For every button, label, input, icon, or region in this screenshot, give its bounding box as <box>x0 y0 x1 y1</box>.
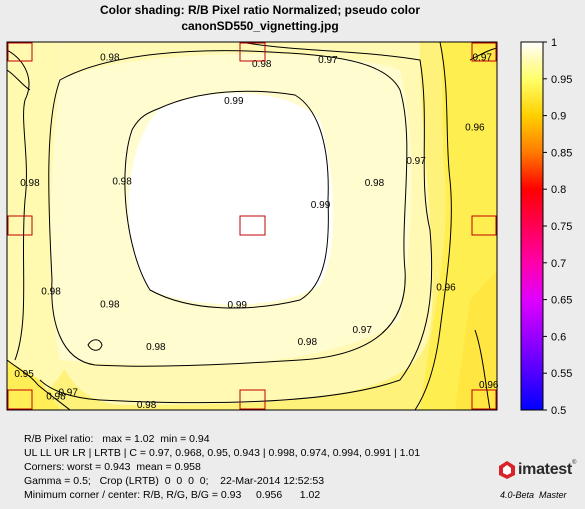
contour-095-corner <box>7 359 71 410</box>
chart-area: 0.980.98 0.97 0.970.990.980.980.990.980.97… <box>6 37 572 417</box>
chart-title: Color shading: R/B Pixel ratio Normalize… <box>99 3 421 17</box>
roi-lr <box>471 389 497 410</box>
contour-lines <box>7 42 497 410</box>
contour-098-corner <box>7 49 30 361</box>
contour-bump <box>87 339 103 351</box>
info-line-gamma-crop: Gamma = 0.5; Crop (LRTB) 0 0 0 0; 22-Mar… <box>24 475 325 487</box>
contour-label: 0.98 <box>146 342 166 353</box>
contour-label: 0.98 <box>20 178 40 189</box>
imatest-logo: imatest ® <box>498 460 578 482</box>
colorbar-tick-label: 0.95 <box>551 74 572 86</box>
contour-label: 0.95 <box>14 369 34 380</box>
contour-label: 0.98 <box>365 178 385 189</box>
info-line-min-corner: Minimum corner / center: R/B, R/G, B/G =… <box>24 489 321 501</box>
contour-label: 0.97 <box>352 325 372 336</box>
info-line-regions: UL LL UR LR | LRTB | C = 0.97, 0.968, 0.… <box>24 447 421 459</box>
colorbar-tick-label: 0.85 <box>551 147 572 159</box>
contour-label: 0.97 <box>58 388 78 399</box>
colorbar-tick-label: 0.7 <box>551 258 566 270</box>
logo-trademark: ® <box>572 460 577 466</box>
contour-corner-ul <box>7 69 31 91</box>
roi-ul <box>7 42 33 62</box>
contour-label: 0.99 <box>311 200 331 211</box>
contour-label: 0.96 <box>436 283 456 294</box>
roi-l <box>7 215 33 236</box>
plot-border <box>6 41 498 411</box>
colorbar-tick-label: 0.5 <box>551 405 566 417</box>
colorbar-ticks: 1 0.95 0.9 0.85 0.8 0.75 0.7 0.65 0.6 0.55 0.5 <box>543 37 572 417</box>
contour-label: 0.98 <box>46 391 66 402</box>
contour-097 <box>39 42 433 404</box>
contour-label: 0.98 <box>100 53 120 64</box>
chart-subtitle: canonSD550_vignetting.jpg <box>181 19 339 33</box>
colorbar-tick-label: 0.75 <box>551 221 572 233</box>
colorbar-tick-label: 0.55 <box>551 368 572 380</box>
contour-096-b <box>474 329 491 410</box>
contour-label: 0.98 <box>137 400 157 411</box>
info-line-pixel-ratio: R/B Pixel ratio: max = 1.02 min = 0.94 <box>24 433 210 445</box>
colorbar-tick-label: 0.8 <box>551 184 566 196</box>
roi-b <box>239 389 266 410</box>
contour-label: 0.97 <box>406 156 426 167</box>
roi-ll <box>7 389 33 410</box>
contour-label: 0.98 <box>298 337 318 348</box>
contour-labels: 0.980.98 0.97 0.970.990.980.980.990.980.97… <box>14 53 499 411</box>
contour-label: 0.97 <box>318 55 338 66</box>
roi-ur <box>471 42 497 62</box>
contour-label: 0.99 <box>228 300 248 311</box>
contour-label: 0.98 <box>41 286 61 297</box>
contour-label: 0.99 <box>224 96 244 107</box>
roi-c <box>239 215 266 236</box>
roi-r <box>471 215 497 236</box>
roi-t <box>239 42 266 62</box>
colorbar <box>520 41 544 411</box>
colorbar-tick-label: 0.9 <box>551 111 566 123</box>
info-panel: R/B Pixel ratio: max = 1.02 min = 0.94 U… <box>24 432 420 502</box>
imatest-logo-icon <box>499 461 515 479</box>
contour-label: 0.98 <box>100 299 120 310</box>
colorbar-tick-label: 1 <box>551 37 557 49</box>
logo-text: imatest <box>518 461 572 478</box>
contour-label: 0.96 <box>465 123 485 134</box>
contour-label: 0.96 <box>479 380 499 391</box>
contour-098 <box>48 50 408 367</box>
colorbar-tick-label: 0.65 <box>551 295 572 307</box>
contour-099 <box>124 90 329 309</box>
contour-096 <box>414 42 452 410</box>
contour-label: 0.97 <box>473 53 493 64</box>
info-line-corners: Corners: worst = 0.943 mean = 0.958 <box>24 461 201 473</box>
roi-boxes <box>7 42 497 410</box>
colorbar-tick-label: 0.6 <box>551 331 566 343</box>
contour-label: 0.98 <box>112 177 132 188</box>
contour-label: 0.98 <box>252 59 272 70</box>
version-label: 4.0-Beta Master <box>500 490 567 500</box>
